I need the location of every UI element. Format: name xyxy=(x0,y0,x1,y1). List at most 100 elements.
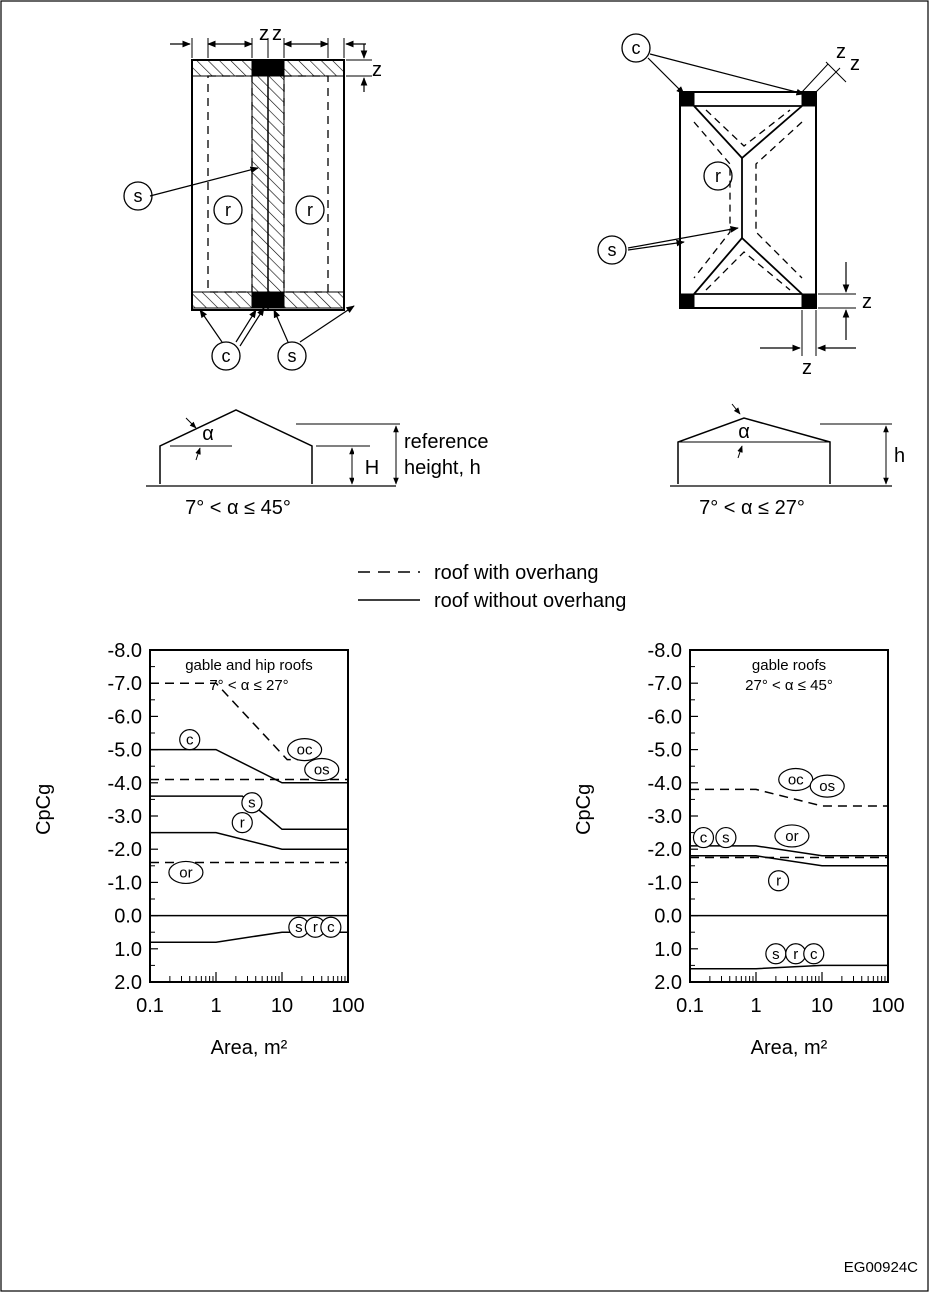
annotation-marker xyxy=(715,826,737,849)
y-tick-label: 1.0 xyxy=(114,939,142,961)
series-src-line xyxy=(690,964,888,970)
y-tick-label: -5.0 xyxy=(648,740,682,762)
annotation-label: r xyxy=(776,873,781,890)
chart-gable-roofs: -8.0 -7.0 -6.0 -5.0 -4.0 -3.0 -2.0 -1.0 0.0 1.0 2.… xyxy=(573,640,905,1059)
annotation-marker xyxy=(767,870,790,892)
annotation-label: r xyxy=(240,815,245,832)
legend-solid-label: roof without overhang xyxy=(434,590,626,612)
y-tick-label: -3.0 xyxy=(648,806,682,828)
y-tick-label: -6.0 xyxy=(648,706,682,728)
hip-z-label: z xyxy=(862,291,872,313)
y-tick-label: 1.0 xyxy=(654,939,682,961)
gable-interior-label: r xyxy=(225,200,231,220)
annotation-label: or xyxy=(785,828,798,845)
hip-interior-label: r xyxy=(715,166,721,186)
y-tick-label: -6.0 xyxy=(108,706,142,728)
y-tick-label: -5.0 xyxy=(108,740,142,762)
annotation-marker xyxy=(168,860,204,885)
hip-h-label: h xyxy=(894,445,905,467)
y-tick-label: -1.0 xyxy=(648,872,682,894)
annotation-marker xyxy=(803,943,825,965)
annotation-label: c xyxy=(186,732,194,749)
series-c-line xyxy=(150,748,348,784)
hip-angle-range: 7° < α ≤ 27° xyxy=(699,497,805,519)
x-tick-label: 1 xyxy=(210,995,221,1017)
annotation-marker xyxy=(774,824,810,848)
plot-frame xyxy=(689,649,889,983)
figure-id: EG00924C xyxy=(844,1259,918,1276)
gable-angle-symbol: α xyxy=(202,423,214,445)
gable-H-label: H xyxy=(365,457,379,479)
reference-height-label-2: height, h xyxy=(404,457,481,479)
hip-elevation xyxy=(670,403,892,487)
annotation-marker xyxy=(231,812,253,834)
hip-z-label: z xyxy=(802,357,812,379)
y-tick-label: 2.0 xyxy=(654,972,682,994)
annotation-marker xyxy=(286,737,323,762)
y-tick-label: -4.0 xyxy=(108,773,142,795)
x-tick-label: 0.1 xyxy=(136,995,164,1017)
hip-angle-symbol: α xyxy=(738,421,750,443)
annotation-marker xyxy=(320,916,342,938)
x-axis-label: Area, m² xyxy=(751,1037,828,1059)
reference-height-label-1: reference xyxy=(404,431,489,453)
y-axis-label: CpCg xyxy=(573,784,595,835)
chart-title: gable and hip roofs xyxy=(185,657,313,674)
y-tick-label: -7.0 xyxy=(648,673,682,695)
annotation-marker xyxy=(778,767,814,792)
y-tick-label: -8.0 xyxy=(108,640,142,662)
annotation-marker xyxy=(692,826,715,849)
annotation-label: oc xyxy=(297,742,313,759)
y-tick-label: 2.0 xyxy=(114,972,142,994)
y-tick-label: 0.0 xyxy=(114,906,142,928)
y-tick-label: -3.0 xyxy=(108,806,142,828)
gable-elevation xyxy=(146,409,400,487)
hip-z-label: z xyxy=(836,41,846,63)
gable-angle-range: 7° < α ≤ 45° xyxy=(185,497,291,519)
series-oc-os-line xyxy=(690,788,888,807)
y-tick-label: -2.0 xyxy=(648,839,682,861)
annotation-label: or xyxy=(179,864,192,881)
annotation-marker xyxy=(809,774,845,798)
x-tick-label: 100 xyxy=(871,995,904,1017)
hip-z-label: z xyxy=(850,53,860,75)
chart-gable-and-hip-roofs: -8.0 -7.0 -6.0 -5.0 -4.0 -3.0 -2.0 -1.0 0.0 1.0 2.… xyxy=(33,640,365,1059)
series-r-line xyxy=(690,855,888,867)
y-tick-label: 0.0 xyxy=(654,906,682,928)
annotation-marker xyxy=(241,792,263,814)
x-tick-label: 1 xyxy=(750,995,761,1017)
annotation-label: os xyxy=(819,778,835,795)
y-tick-label: -2.0 xyxy=(108,839,142,861)
x-tick-label: 0.1 xyxy=(676,995,704,1017)
x-tick-label: 100 xyxy=(331,995,364,1017)
chart-title: gable roofs xyxy=(752,657,826,674)
series-r-line xyxy=(150,831,348,850)
gable-roof-plan xyxy=(123,38,372,371)
y-axis-label: CpCg xyxy=(33,784,55,835)
hip-plan-outline xyxy=(679,91,817,309)
annotation-label: r xyxy=(793,946,798,963)
gable-edge-label: s xyxy=(288,346,297,366)
annotation-label: r xyxy=(313,919,318,936)
annotation-label: c xyxy=(810,946,818,963)
series-s-line xyxy=(150,795,348,831)
y-tick-label: -8.0 xyxy=(648,640,682,662)
annotation-label: s xyxy=(772,946,780,963)
gable-corner-bottom xyxy=(251,291,285,309)
gable-edge-label: s xyxy=(134,186,143,206)
chart-subtitle: 7° < α ≤ 27° xyxy=(209,677,288,694)
gable-z-label: z xyxy=(259,23,269,45)
y-tick-label: -7.0 xyxy=(108,673,142,695)
annotation-label: s xyxy=(722,830,730,847)
annotation-label: c xyxy=(327,919,335,936)
gable-z-label: z xyxy=(372,59,382,81)
y-tick-label: -1.0 xyxy=(108,872,142,894)
chart-subtitle: 27° < α ≤ 45° xyxy=(745,677,833,694)
hip-roof-plan xyxy=(597,33,856,356)
annotation-marker xyxy=(304,757,340,782)
annotation-label: oc xyxy=(788,771,804,788)
annotation-label: s xyxy=(248,795,256,812)
hip-corner-label: c xyxy=(632,38,641,58)
